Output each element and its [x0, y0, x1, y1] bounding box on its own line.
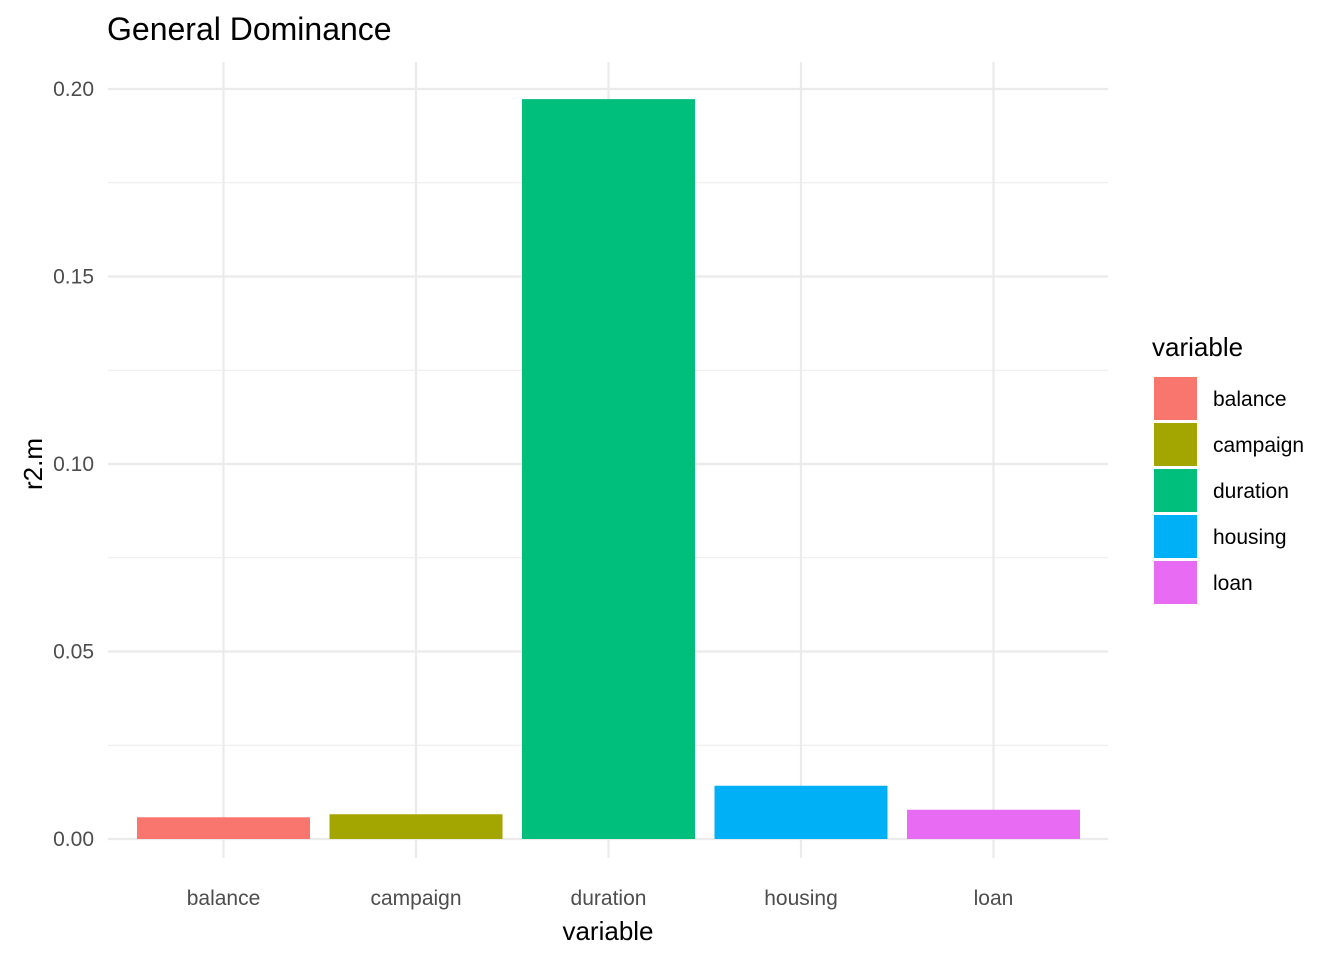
- bars: [137, 99, 1080, 839]
- legend-key-campaign: [1154, 423, 1197, 466]
- legend-title: variable: [1152, 332, 1243, 362]
- legend-label-duration: duration: [1213, 480, 1289, 503]
- axes: 0.00 0.05 0.10 0.15 0.20 balance campaign durat…: [53, 78, 1013, 910]
- x-axis-title: variable: [562, 916, 653, 946]
- legend-label-loan: loan: [1213, 572, 1253, 595]
- y-tick-label: 0.10: [53, 453, 94, 476]
- x-tick-label: duration: [571, 887, 647, 910]
- y-tick-label: 0.00: [53, 828, 94, 851]
- x-tick-label: balance: [187, 887, 261, 910]
- x-tick-label: housing: [764, 887, 838, 910]
- legend-key-duration: [1154, 469, 1197, 512]
- legend-label-balance: balance: [1213, 388, 1287, 411]
- x-tick-label: campaign: [370, 887, 461, 910]
- y-tick-label: 0.20: [53, 78, 94, 101]
- legend-label-housing: housing: [1213, 526, 1287, 549]
- x-tick-label: loan: [974, 887, 1014, 910]
- legend-key-loan: [1154, 561, 1197, 604]
- bar-housing: [714, 785, 888, 839]
- legend-key-housing: [1154, 515, 1197, 558]
- bar-campaign: [329, 814, 503, 839]
- legend-key-balance: [1154, 377, 1197, 420]
- chart-title: General Dominance: [107, 11, 392, 47]
- bar-loan: [907, 809, 1080, 839]
- bar-duration: [522, 99, 695, 839]
- y-tick-label: 0.05: [53, 641, 94, 664]
- legend: variable balance campaign duration housing l…: [1152, 332, 1304, 604]
- y-axis-title: r2.m: [18, 438, 48, 490]
- y-tick-label: 0.15: [53, 266, 94, 289]
- bar-balance: [137, 817, 310, 839]
- legend-label-campaign: campaign: [1213, 434, 1304, 457]
